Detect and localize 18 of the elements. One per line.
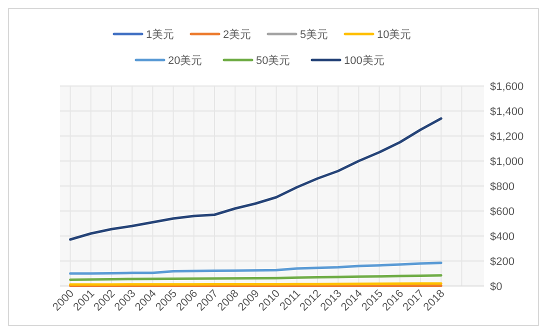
- legend-label: 10美元: [377, 28, 412, 41]
- legend-label: 100美元: [344, 54, 384, 67]
- legend-label: 1美元: [146, 28, 174, 41]
- y-tick-label: $200: [490, 256, 514, 268]
- line-series: [69, 262, 442, 275]
- y-tick-label: $400: [490, 231, 514, 243]
- line-series: [69, 117, 442, 241]
- legend-label: 20美元: [168, 54, 202, 67]
- legend-label: 50美元: [256, 54, 290, 67]
- y-tick-label: $1,600: [490, 81, 524, 93]
- y-tick-label: $800: [490, 181, 514, 193]
- y-tick-label: $1,200: [490, 131, 524, 143]
- y-tick-label: $1,000: [490, 156, 524, 168]
- y-tick-label: $1,400: [490, 106, 524, 118]
- legend-label: 5美元: [300, 28, 328, 41]
- y-tick-label: $600: [490, 206, 514, 218]
- legend-label: 2美元: [223, 28, 252, 41]
- y-tick-label: $0: [490, 281, 502, 293]
